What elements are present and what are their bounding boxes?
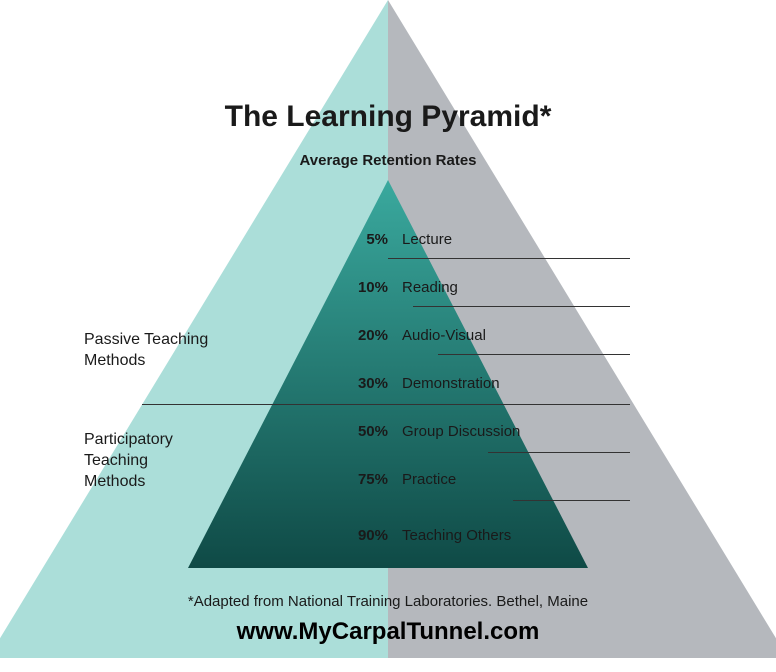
row-divider-0 bbox=[388, 258, 630, 259]
level-label-5: Practice bbox=[402, 471, 456, 488]
row-divider-3 bbox=[488, 452, 630, 453]
level-pct-6: 90% bbox=[0, 527, 388, 544]
passive-line2: Methods bbox=[84, 351, 208, 372]
row-divider-2 bbox=[438, 354, 630, 355]
title: The Learning Pyramid* bbox=[0, 100, 776, 134]
footnote: *Adapted from National Training Laborato… bbox=[0, 593, 776, 610]
source-url: www.MyCarpalTunnel.com bbox=[0, 618, 776, 646]
level-pct-3: 30% bbox=[0, 375, 388, 392]
methods-divider bbox=[142, 404, 630, 405]
level-label-1: Reading bbox=[402, 279, 458, 296]
row-divider-1 bbox=[413, 306, 630, 307]
level-pct-0: 5% bbox=[0, 231, 388, 248]
subtitle: Average Retention Rates bbox=[0, 152, 776, 169]
level-label-3: Demonstration bbox=[402, 375, 500, 392]
level-label-2: Audio-Visual bbox=[402, 327, 486, 344]
level-pct-5: 75% bbox=[0, 471, 388, 488]
level-pct-1: 10% bbox=[0, 279, 388, 296]
level-pct-4: 50% bbox=[0, 423, 388, 440]
level-label-0: Lecture bbox=[402, 231, 452, 248]
level-label-4: Group Discussion bbox=[402, 423, 520, 440]
row-divider-4 bbox=[513, 500, 630, 501]
participatory-line2: Teaching bbox=[84, 451, 173, 472]
level-label-6: Teaching Others bbox=[402, 527, 511, 544]
level-pct-2: 20% bbox=[0, 327, 388, 344]
